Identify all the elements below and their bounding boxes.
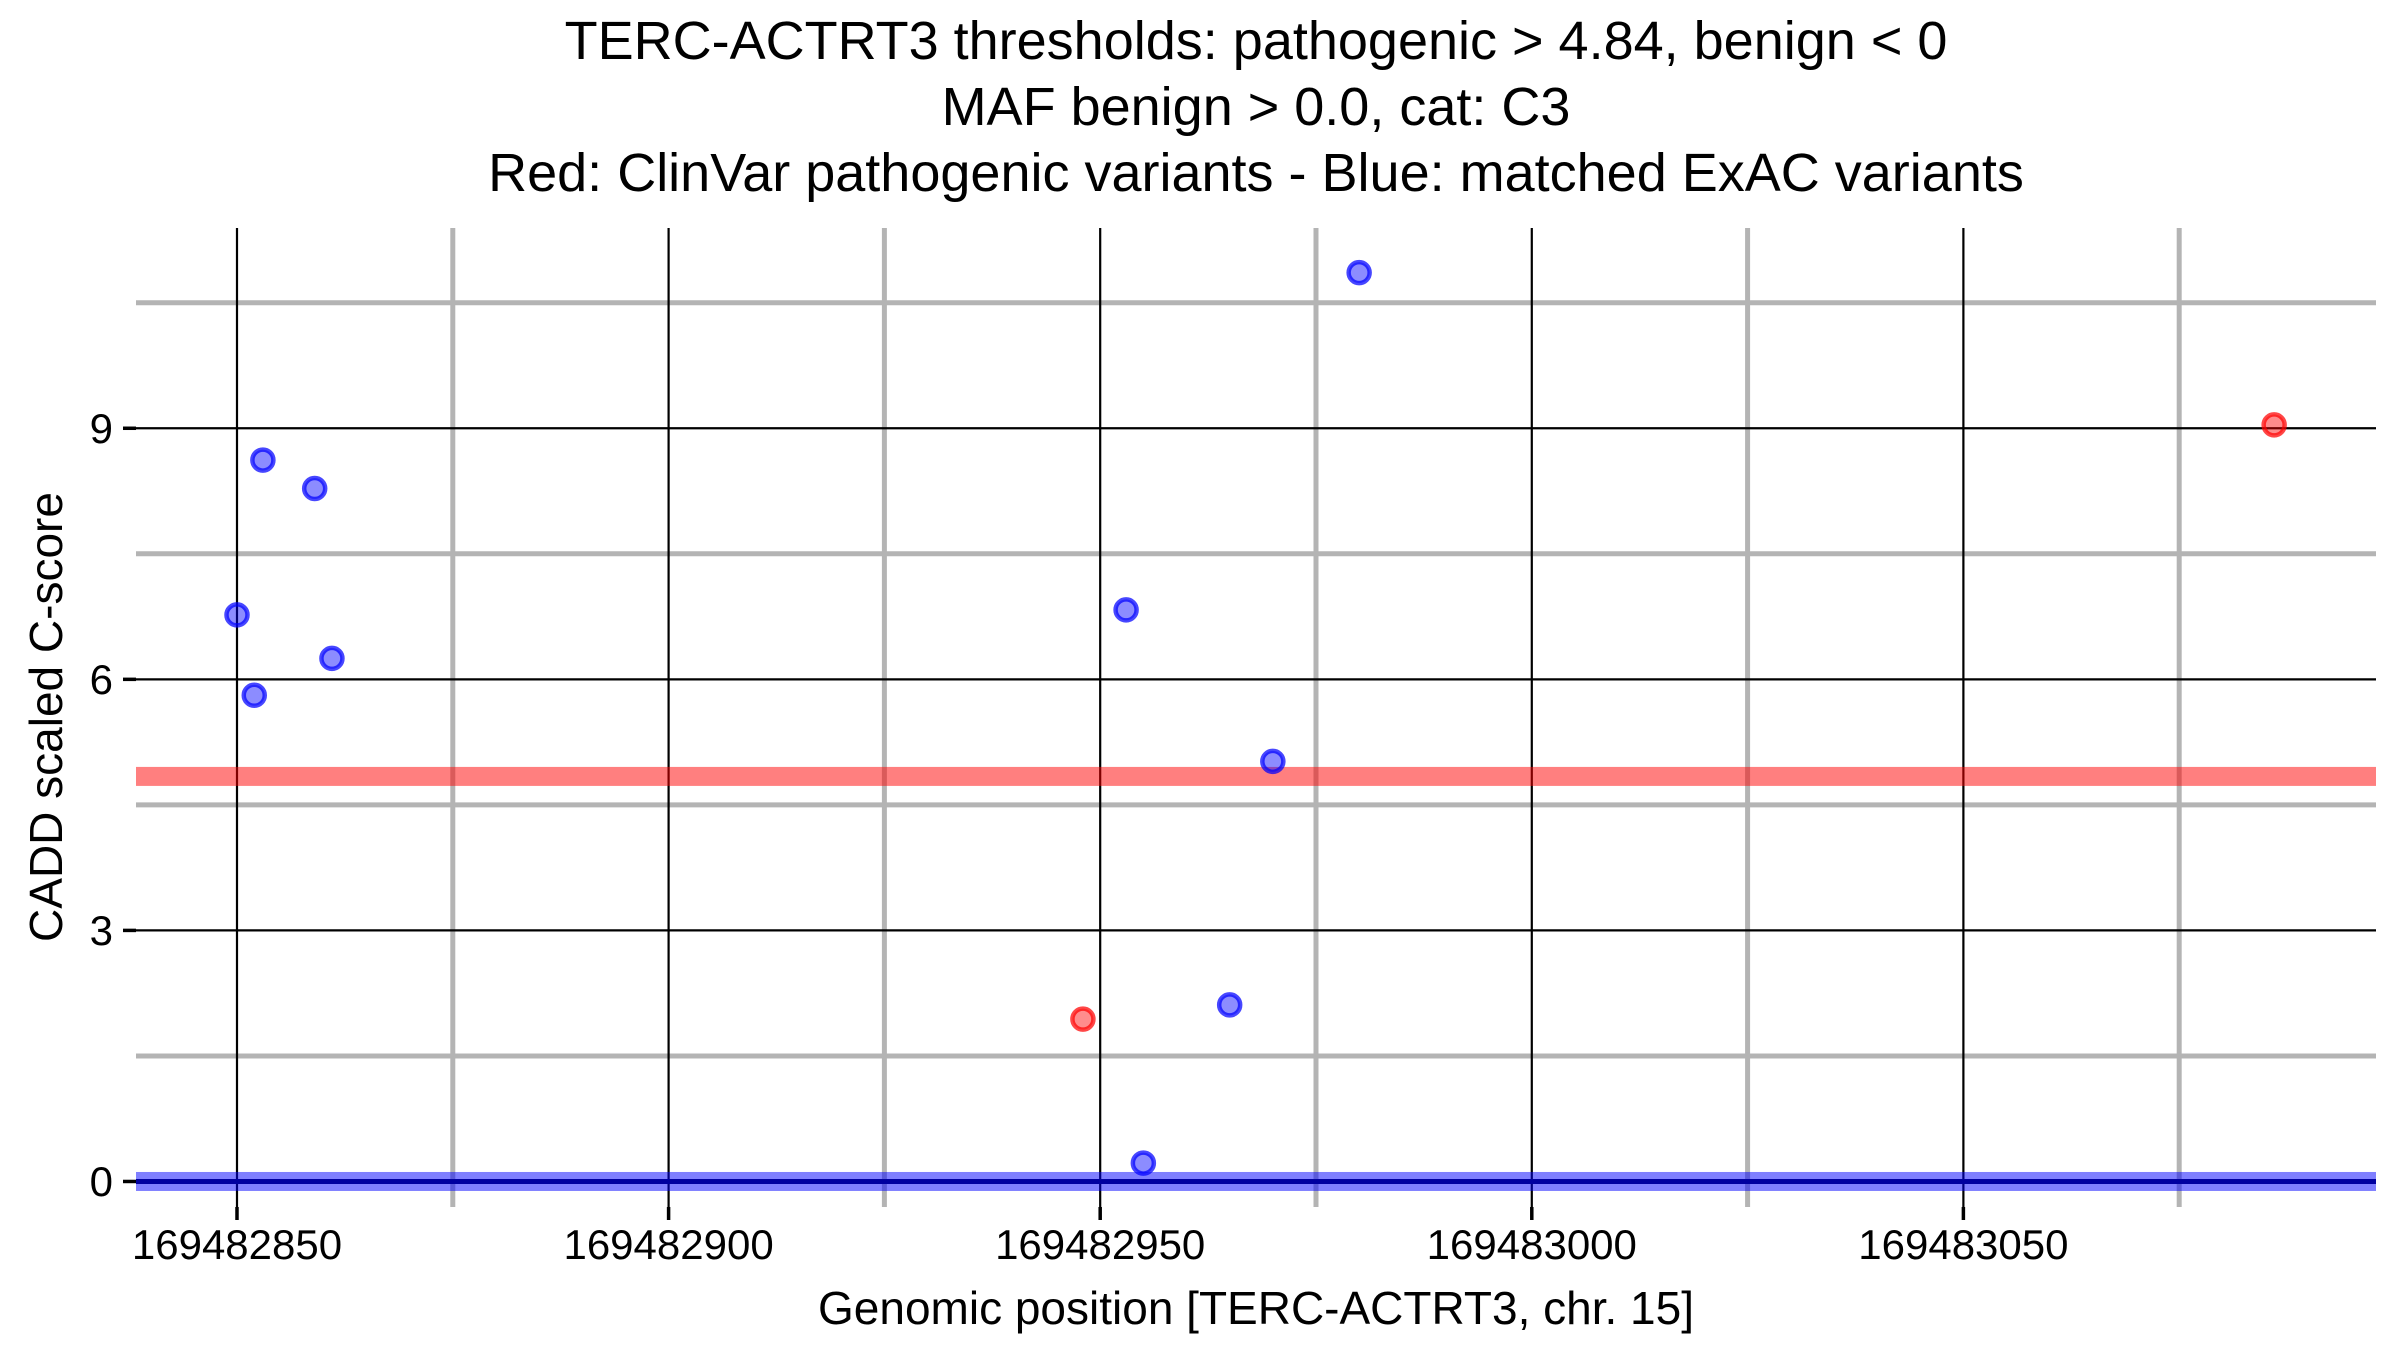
data-point [1130,1150,1157,1176]
y-tick-label: 6 [90,656,113,703]
y-tick-label: 9 [90,405,113,452]
pathogenic-threshold-band [136,766,2376,786]
data-point [1216,992,1243,1018]
x-axis-title: Genomic position [TERC-ACTRT3, chr. 15] [818,1282,1694,1334]
y-axis-title: CADD scaled C-score [20,492,72,942]
plot-title-line-3: Red: ClinVar pathogenic variants - Blue:… [488,143,2024,203]
x-tick-label: 169482850 [132,1221,342,1268]
plot-title-line-1: TERC-ACTRT3 thresholds: pathogenic > 4.8… [564,11,1948,71]
data-point [1113,597,1139,623]
data-point [241,682,268,708]
y-tick-label: 0 [90,1158,113,1205]
x-tick-label: 169482950 [995,1221,1205,1268]
data-point [319,645,345,672]
data-point [2261,412,2287,438]
x-tick-label: 169482900 [563,1221,773,1268]
data-point [224,602,250,628]
x-tick-label: 169483050 [1858,1221,2068,1268]
data-point [1346,259,1372,286]
y-tick-label: 3 [90,907,113,954]
plot-title: TERC-ACTRT3 thresholds: pathogenic > 4.8… [136,8,2376,206]
data-point [250,447,276,473]
data-point [1260,748,1286,775]
plot-title-line-2: MAF benign > 0.0, cat: C3 [941,77,1571,137]
data-point [1070,1006,1096,1032]
x-tick-label: 169483000 [1427,1221,1637,1268]
data-point [301,475,328,502]
